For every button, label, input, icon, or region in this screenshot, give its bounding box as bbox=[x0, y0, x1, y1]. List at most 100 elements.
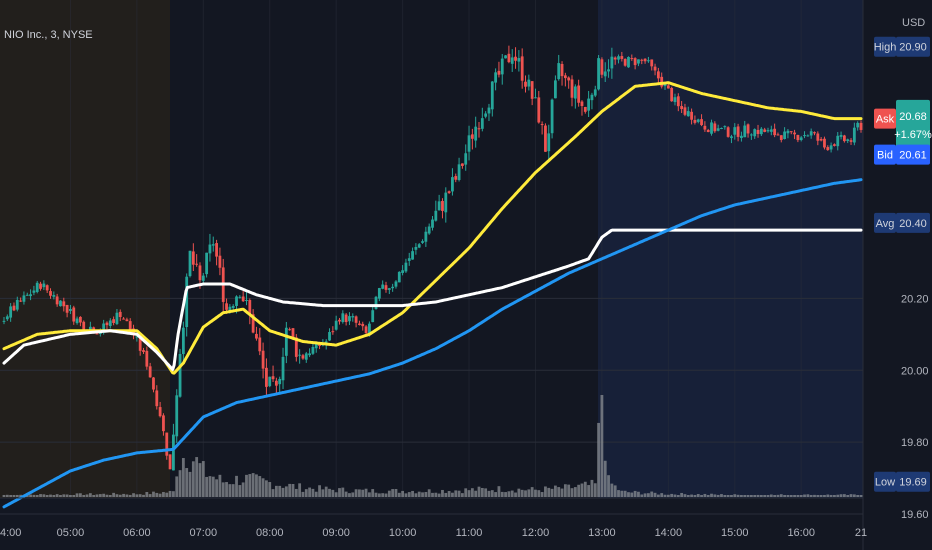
candle-body bbox=[749, 134, 753, 136]
volume-bar bbox=[387, 490, 391, 497]
volume-bar bbox=[168, 490, 172, 497]
candle-body bbox=[268, 376, 272, 387]
volume-bar bbox=[749, 495, 753, 497]
volume-bar bbox=[733, 494, 737, 497]
candle-body bbox=[261, 350, 265, 369]
volume-bar bbox=[205, 476, 209, 497]
candle-body bbox=[524, 81, 527, 87]
volume-bar bbox=[59, 495, 62, 497]
volume-bar bbox=[331, 489, 335, 497]
volume-bar bbox=[274, 485, 278, 497]
candle-body bbox=[431, 219, 434, 228]
candle-body bbox=[195, 263, 199, 265]
volume-bar bbox=[557, 487, 561, 497]
candle-body bbox=[241, 296, 245, 302]
volume-bar bbox=[15, 494, 19, 497]
candle-body bbox=[421, 241, 424, 243]
candles[interactable] bbox=[2, 45, 863, 471]
candle-body bbox=[577, 85, 581, 103]
volume-bar bbox=[191, 461, 195, 497]
volume-bar bbox=[597, 422, 600, 497]
volume-bar bbox=[756, 494, 760, 497]
candle-body bbox=[118, 311, 122, 318]
volume-bar bbox=[467, 490, 471, 497]
volume-bar bbox=[620, 490, 624, 497]
candle-body bbox=[673, 97, 677, 103]
volume-bar bbox=[108, 494, 112, 497]
volume-bar bbox=[12, 495, 16, 497]
sma-line bbox=[2, 178, 863, 509]
volume-bar bbox=[215, 479, 218, 497]
volume-bar bbox=[125, 494, 129, 497]
volume-bar bbox=[700, 495, 703, 497]
candle-body bbox=[344, 314, 348, 323]
time-tick-label: 14:00 bbox=[655, 527, 683, 539]
candle-body bbox=[95, 333, 99, 335]
volume-bar bbox=[142, 494, 145, 497]
candle-body bbox=[474, 126, 478, 141]
candle-body bbox=[82, 321, 86, 330]
time-tick-label: 16:00 bbox=[787, 527, 815, 539]
candle-body bbox=[560, 63, 564, 77]
price-tag-avg-value-bg bbox=[896, 212, 930, 233]
candle-body bbox=[371, 310, 375, 323]
candle-body bbox=[846, 139, 850, 142]
volume-bar bbox=[334, 492, 338, 497]
candle-body bbox=[656, 71, 660, 79]
volume-bar bbox=[457, 490, 461, 497]
volume-bar bbox=[852, 494, 856, 497]
volume-bar bbox=[102, 493, 106, 497]
candle-body bbox=[358, 323, 361, 325]
volume-bar bbox=[397, 492, 401, 497]
candle-body bbox=[208, 244, 212, 254]
volume-bar bbox=[723, 495, 727, 497]
volume-bar bbox=[713, 494, 717, 497]
volume-bar bbox=[474, 490, 478, 497]
candle-body bbox=[799, 137, 803, 141]
candle-body bbox=[809, 131, 813, 136]
candle-body bbox=[839, 135, 843, 137]
volume-bar bbox=[637, 491, 640, 497]
candle-body bbox=[135, 336, 139, 338]
candle-body bbox=[112, 319, 116, 323]
volume-bar bbox=[660, 493, 664, 497]
time-tick-label: 07:00 bbox=[190, 527, 218, 539]
candle-body bbox=[251, 314, 255, 333]
price-axis[interactable]: 20.20 20.00 19.80 19.60 bbox=[901, 293, 929, 521]
volume-bar bbox=[806, 494, 810, 497]
volume-bar bbox=[231, 484, 235, 497]
volume-bar bbox=[826, 494, 830, 497]
candle-body bbox=[796, 135, 800, 141]
candle-body bbox=[623, 58, 627, 66]
ema-line bbox=[2, 81, 863, 375]
candle-body bbox=[52, 295, 56, 297]
candle-body bbox=[766, 130, 770, 132]
price-tag-bid-label: Bid bbox=[877, 150, 893, 162]
volume-bar bbox=[278, 485, 282, 497]
volume-bar bbox=[172, 491, 175, 497]
candle-body bbox=[590, 94, 594, 101]
candle-body bbox=[152, 377, 155, 390]
candle-body bbox=[12, 305, 16, 311]
price-tags: High20.90Ask20.7020.68+1.67%Bid20.61Avg2… bbox=[874, 36, 932, 492]
volume-bar bbox=[314, 491, 318, 497]
volume-bar bbox=[261, 478, 265, 497]
candle-body bbox=[88, 326, 92, 331]
volume-bar bbox=[221, 482, 225, 497]
volume-bar bbox=[603, 460, 607, 497]
volume-bar bbox=[613, 485, 617, 497]
volume-bar bbox=[9, 495, 13, 497]
volume-bar bbox=[265, 480, 268, 497]
volume-bar bbox=[730, 495, 733, 497]
candle-body bbox=[773, 128, 777, 136]
volume-bar bbox=[284, 486, 288, 497]
time-axis[interactable]: 4:00 05:00 06:00 07:00 08:00 09:00 10:00 11:00 1… bbox=[0, 527, 867, 539]
volume-bar bbox=[65, 494, 69, 497]
volume-bar bbox=[384, 493, 388, 497]
candle-body bbox=[517, 58, 521, 62]
candle-body bbox=[361, 323, 365, 327]
volume-bar bbox=[98, 494, 102, 497]
volume-bar bbox=[437, 493, 441, 497]
